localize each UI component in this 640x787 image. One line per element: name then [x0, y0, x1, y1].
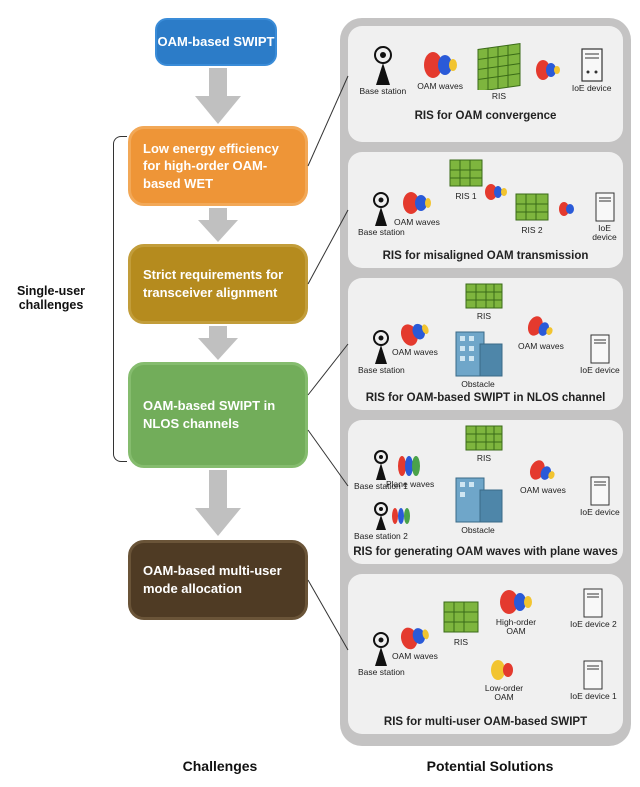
solution-5-content: Base station OAM waves RIS High-order OA…: [348, 574, 623, 712]
obstacle-icon: Obstacle: [448, 322, 508, 389]
ioe-icon-3: IoE device: [580, 334, 620, 375]
solution-2-content: Base station OAM waves RIS 1 RIS 2 IoE d…: [348, 152, 623, 246]
ioe-icon-2: IoE device: [586, 192, 623, 242]
ris-icon-5: RIS: [442, 600, 480, 647]
challenge-3-text: OAM-based SWIPT in NLOS channels: [143, 397, 293, 432]
lo-oam-icon: Low-order OAM: [478, 658, 530, 702]
solution-4: Base station 1 Base station 2 Plane wave…: [348, 420, 623, 564]
challenge-2: Strict requirements for transceiver alig…: [128, 244, 308, 324]
arrow-stem-4: [209, 470, 227, 510]
ris-icon: RIS: [474, 40, 524, 101]
arrow-head-3: [198, 338, 238, 362]
solution-3: Base station OAM waves RIS OAM waves Obs…: [348, 278, 623, 410]
bs-icon: Base station: [359, 45, 406, 96]
challenge-2-text: Strict requirements for transceiver alig…: [143, 266, 293, 301]
plane-icon-2: [390, 506, 414, 526]
challenge-4-text: OAM-based multi-user mode allocation: [143, 562, 293, 597]
oam-icon-3: OAM waves: [394, 190, 440, 227]
ioe-label: IoE device: [572, 84, 612, 93]
plane-icon-1: Plane waves: [386, 454, 434, 489]
solution-1-content: Base station OAM waves RIS IoE device: [348, 26, 623, 106]
challenge-1-text: Low energy efficiency for high-order OAM…: [143, 140, 293, 193]
single-user-label: Single-user challenges: [6, 284, 96, 312]
oam-icon-5: [558, 200, 578, 218]
arrow-head-2: [198, 220, 238, 244]
oam-label: OAM waves: [417, 82, 463, 91]
arrow-head-4: [195, 508, 241, 538]
obstacle-icon-2: Obstacle: [448, 468, 508, 535]
ris1-icon: RIS 1: [448, 158, 484, 201]
solution-1-caption: RIS for OAM convergence: [348, 106, 623, 128]
bs-label: Base station: [359, 87, 406, 96]
solution-4-content: Base station 1 Base station 2 Plane wave…: [348, 420, 623, 542]
challenge-1: Low energy efficiency for high-order OAM…: [128, 126, 308, 206]
oam-icon-9: OAM waves: [392, 624, 438, 661]
solution-4-caption: RIS for generating OAM waves with plane …: [348, 542, 623, 564]
ris-icon-3: RIS: [464, 282, 504, 321]
oam-icon: OAM waves: [417, 50, 463, 91]
ris-label: RIS: [492, 92, 506, 101]
challenge-4: OAM-based multi-user mode allocation: [128, 540, 308, 620]
ioe2-icon: IoE device 2: [570, 588, 617, 629]
ioe-icon-4: IoE device: [580, 476, 620, 517]
ris2-icon: RIS 2: [514, 192, 550, 235]
oam-icon-7: OAM waves: [518, 316, 564, 351]
diagram-canvas: OAM-based SWIPT Single-user challenges L…: [0, 0, 640, 787]
solution-5: Base station OAM waves RIS High-order OA…: [348, 574, 623, 734]
col-label-left: Challenges: [160, 758, 280, 774]
oam-icon-4: [484, 182, 508, 202]
solution-2: Base station OAM waves RIS 1 RIS 2 IoE d…: [348, 152, 623, 268]
oam-icon-8: OAM waves: [520, 460, 566, 495]
solution-1: Base station OAM waves RIS IoE device RI…: [348, 26, 623, 142]
solution-3-caption: RIS for OAM-based SWIPT in NLOS channel: [348, 388, 623, 410]
bracket-single-user: [113, 136, 127, 462]
ioe1-icon: IoE device 1: [570, 660, 617, 701]
ioe-icon: IoE device: [572, 48, 612, 93]
hi-oam-icon: High-order OAM: [488, 588, 544, 636]
arrow-head-1: [195, 96, 241, 126]
col-label-right: Potential Solutions: [400, 758, 580, 774]
solution-3-content: Base station OAM waves RIS OAM waves Obs…: [348, 278, 623, 388]
challenge-3: OAM-based SWIPT in NLOS channels: [128, 362, 308, 468]
ris-icon-4: RIS: [464, 424, 504, 463]
oam-icon-6: OAM waves: [392, 320, 438, 357]
arrow-stem-1: [209, 68, 227, 98]
oam-icon-2: [535, 58, 561, 82]
top-title: OAM-based SWIPT: [157, 34, 274, 50]
solution-2-caption: RIS for misaligned OAM transmission: [348, 246, 623, 268]
top-title-box: OAM-based SWIPT: [155, 18, 277, 66]
solution-5-caption: RIS for multi-user OAM-based SWIPT: [348, 712, 623, 734]
